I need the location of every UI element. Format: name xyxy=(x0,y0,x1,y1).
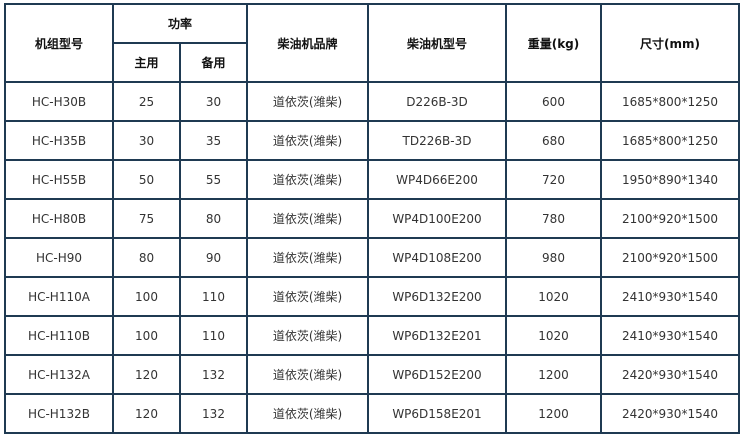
cell-model: HC-H30B xyxy=(4,81,114,122)
cell-model: HC-H132B xyxy=(4,393,114,434)
header-model: 机组型号 xyxy=(4,3,114,83)
cell-standby: 55 xyxy=(179,159,248,200)
header-row: 机组型号 功率 柴油机品牌 柴油机型号 重量(kg) 尺寸(mm) xyxy=(4,3,740,83)
cell-engine: WP6D152E200 xyxy=(367,354,507,395)
cell-size: 1685*800*1250 xyxy=(600,81,740,122)
cell-model: HC-H90 xyxy=(4,237,114,278)
cell-prime: 100 xyxy=(112,276,181,317)
cell-model: HC-H110B xyxy=(4,315,114,356)
cell-model: HC-H55B xyxy=(4,159,114,200)
cell-weight: 1200 xyxy=(505,354,602,395)
table-row: HC-H110A 100 110 道依茨(潍柴) WP6D132E200 1020 2410… xyxy=(4,276,740,317)
cell-standby: 132 xyxy=(179,354,248,395)
cell-size: 1950*890*1340 xyxy=(600,159,740,200)
cell-weight: 720 xyxy=(505,159,602,200)
cell-brand: 道依茨(潍柴) xyxy=(246,276,369,317)
cell-brand: 道依茨(潍柴) xyxy=(246,198,369,239)
cell-size: 2420*930*1540 xyxy=(600,393,740,434)
cell-standby: 35 xyxy=(179,120,248,161)
cell-prime: 25 xyxy=(112,81,181,122)
cell-weight: 980 xyxy=(505,237,602,278)
cell-standby: 30 xyxy=(179,81,248,122)
cell-prime: 120 xyxy=(112,354,181,395)
cell-prime: 50 xyxy=(112,159,181,200)
subheader-row: 主用 备用 xyxy=(5,42,739,83)
cell-weight: 1020 xyxy=(505,276,602,317)
cell-size: 2410*930*1540 xyxy=(600,276,740,317)
cell-brand: 道依茨(潍柴) xyxy=(246,81,369,122)
cell-standby: 132 xyxy=(179,393,248,434)
cell-model: HC-H35B xyxy=(4,120,114,161)
cell-size: 2100*920*1500 xyxy=(600,237,740,278)
cell-engine: WP4D100E200 xyxy=(367,198,507,239)
table-row: HC-H55B 50 55 道依茨(潍柴) WP4D66E200 720 1950*890*… xyxy=(4,159,740,200)
cell-size: 1685*800*1250 xyxy=(600,120,740,161)
cell-standby: 110 xyxy=(179,315,248,356)
table-row: HC-H132B 120 132 道依茨(潍柴) WP6D158E201 1200 2420… xyxy=(4,393,740,434)
table-row: HC-H90 80 90 道依茨(潍柴) WP4D108E200 980 2100*920*… xyxy=(4,237,740,278)
cell-size: 2410*930*1540 xyxy=(600,315,740,356)
cell-prime: 75 xyxy=(112,198,181,239)
cell-prime: 80 xyxy=(112,237,181,278)
header-weight: 重量(kg) xyxy=(505,3,602,83)
cell-model: HC-H80B xyxy=(4,198,114,239)
header-standby: 备用 xyxy=(179,42,248,83)
cell-brand: 道依茨(潍柴) xyxy=(246,159,369,200)
cell-standby: 80 xyxy=(179,198,248,239)
cell-prime: 100 xyxy=(112,315,181,356)
generator-spec-table: 机组型号 功率 柴油机品牌 柴油机型号 重量(kg) 尺寸(mm) 主用 备用 … xyxy=(4,3,740,434)
header-engine-model: 柴油机型号 xyxy=(367,3,507,83)
cell-model: HC-H110A xyxy=(4,276,114,317)
cell-size: 2420*930*1540 xyxy=(600,354,740,395)
cell-engine: WP4D108E200 xyxy=(367,237,507,278)
cell-weight: 680 xyxy=(505,120,602,161)
cell-brand: 道依茨(潍柴) xyxy=(246,354,369,395)
header-size: 尺寸(mm) xyxy=(600,3,740,83)
header-prime: 主用 xyxy=(112,42,181,83)
header-power: 功率 xyxy=(112,3,248,44)
cell-brand: 道依茨(潍柴) xyxy=(246,120,369,161)
cell-standby: 110 xyxy=(179,276,248,317)
cell-size: 2100*920*1500 xyxy=(600,198,740,239)
cell-engine: TD226B-3D xyxy=(367,120,507,161)
cell-weight: 780 xyxy=(505,198,602,239)
table-row: HC-H35B 30 35 道依茨(潍柴) TD226B-3D 680 1685*800*1… xyxy=(4,120,740,161)
cell-engine: WP4D66E200 xyxy=(367,159,507,200)
cell-engine: WP6D132E200 xyxy=(367,276,507,317)
cell-engine: WP6D132E201 xyxy=(367,315,507,356)
cell-weight: 1200 xyxy=(505,393,602,434)
table-row: HC-H30B 25 30 道依茨(潍柴) D226B-3D 600 1685*800*12… xyxy=(4,81,740,122)
table-row: HC-H110B 100 110 道依茨(潍柴) WP6D132E201 1020 2410… xyxy=(4,315,740,356)
cell-weight: 600 xyxy=(505,81,602,122)
cell-brand: 道依茨(潍柴) xyxy=(246,237,369,278)
cell-engine: WP6D158E201 xyxy=(367,393,507,434)
cell-brand: 道依茨(潍柴) xyxy=(246,315,369,356)
table-row: HC-H132A 120 132 道依茨(潍柴) WP6D152E200 1200 2420… xyxy=(4,354,740,395)
cell-prime: 120 xyxy=(112,393,181,434)
table-row: HC-H80B 75 80 道依茨(潍柴) WP4D100E200 780 2100*920… xyxy=(4,198,740,239)
cell-weight: 1020 xyxy=(505,315,602,356)
cell-standby: 90 xyxy=(179,237,248,278)
header-brand: 柴油机品牌 xyxy=(246,3,369,83)
cell-brand: 道依茨(潍柴) xyxy=(246,393,369,434)
cell-model: HC-H132A xyxy=(4,354,114,395)
cell-engine: D226B-3D xyxy=(367,81,507,122)
cell-prime: 30 xyxy=(112,120,181,161)
